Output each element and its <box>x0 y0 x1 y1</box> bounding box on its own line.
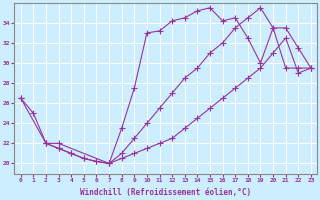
X-axis label: Windchill (Refroidissement éolien,°C): Windchill (Refroidissement éolien,°C) <box>80 188 252 197</box>
